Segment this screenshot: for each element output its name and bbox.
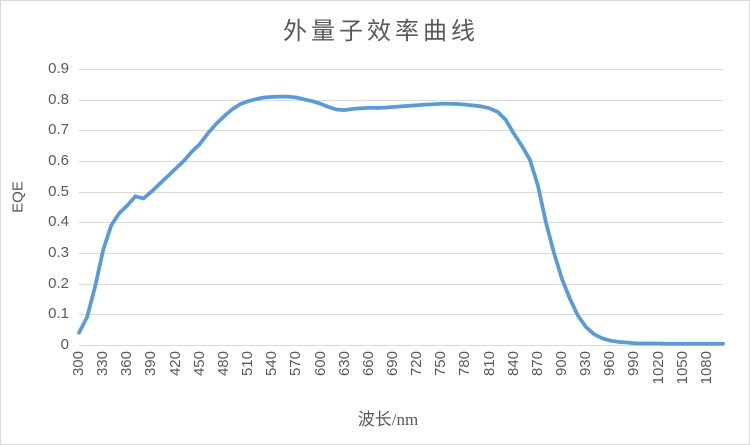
x-tick-label: 600 (311, 351, 329, 377)
x-tick-label: 330 (94, 351, 112, 377)
y-tick-label: 0.6 (48, 152, 69, 169)
x-tick-label: 750 (432, 351, 450, 377)
x-tick-label: 930 (577, 351, 595, 377)
x-tick-label: 510 (239, 351, 257, 377)
y-tick-label: 0.4 (48, 213, 69, 231)
x-tick-label: 1050 (673, 351, 691, 385)
x-tick-label: 480 (214, 351, 232, 377)
x-tick-label: 1020 (649, 351, 667, 385)
x-tick-label: 300 (70, 351, 87, 377)
x-tick-label: 360 (118, 351, 136, 377)
x-tick-label: 900 (553, 351, 570, 377)
x-tick-label: 780 (456, 351, 474, 377)
eqe-curve (77, 94, 725, 346)
x-tick-label: 390 (142, 351, 160, 377)
y-tick-label: 0.5 (48, 182, 69, 200)
x-tick-label: 720 (408, 351, 426, 377)
x-tick-label: 570 (287, 351, 305, 377)
y-tick-label: 0.2 (48, 274, 69, 292)
y-tick-label: 0.9 (48, 60, 69, 77)
y-tick-label: 0.1 (48, 305, 69, 323)
x-tick-label: 690 (383, 351, 401, 377)
x-tick-label: 870 (528, 351, 546, 377)
y-tick-label: 0.8 (48, 90, 69, 108)
chart-title: 外量子效率曲线 (283, 19, 479, 45)
x-tick-label: 450 (190, 351, 208, 377)
y-tick-label: 0 (60, 336, 69, 353)
x-tick-label: 810 (480, 351, 498, 377)
y-tick-label: 0.7 (48, 121, 69, 139)
x-axis-title: 波长/nm (357, 410, 419, 429)
x-tick-label: 420 (166, 351, 184, 377)
x-tick-label: 660 (359, 351, 377, 377)
x-tick-label: 540 (263, 351, 281, 377)
x-tick-label: 990 (625, 351, 643, 377)
x-tick-label: 840 (504, 351, 522, 377)
x-tick-label: 630 (335, 351, 353, 377)
y-tick-label: 0.3 (48, 244, 69, 261)
x-tick-label: 960 (601, 351, 619, 377)
x-tick-label: 1080 (697, 351, 715, 385)
